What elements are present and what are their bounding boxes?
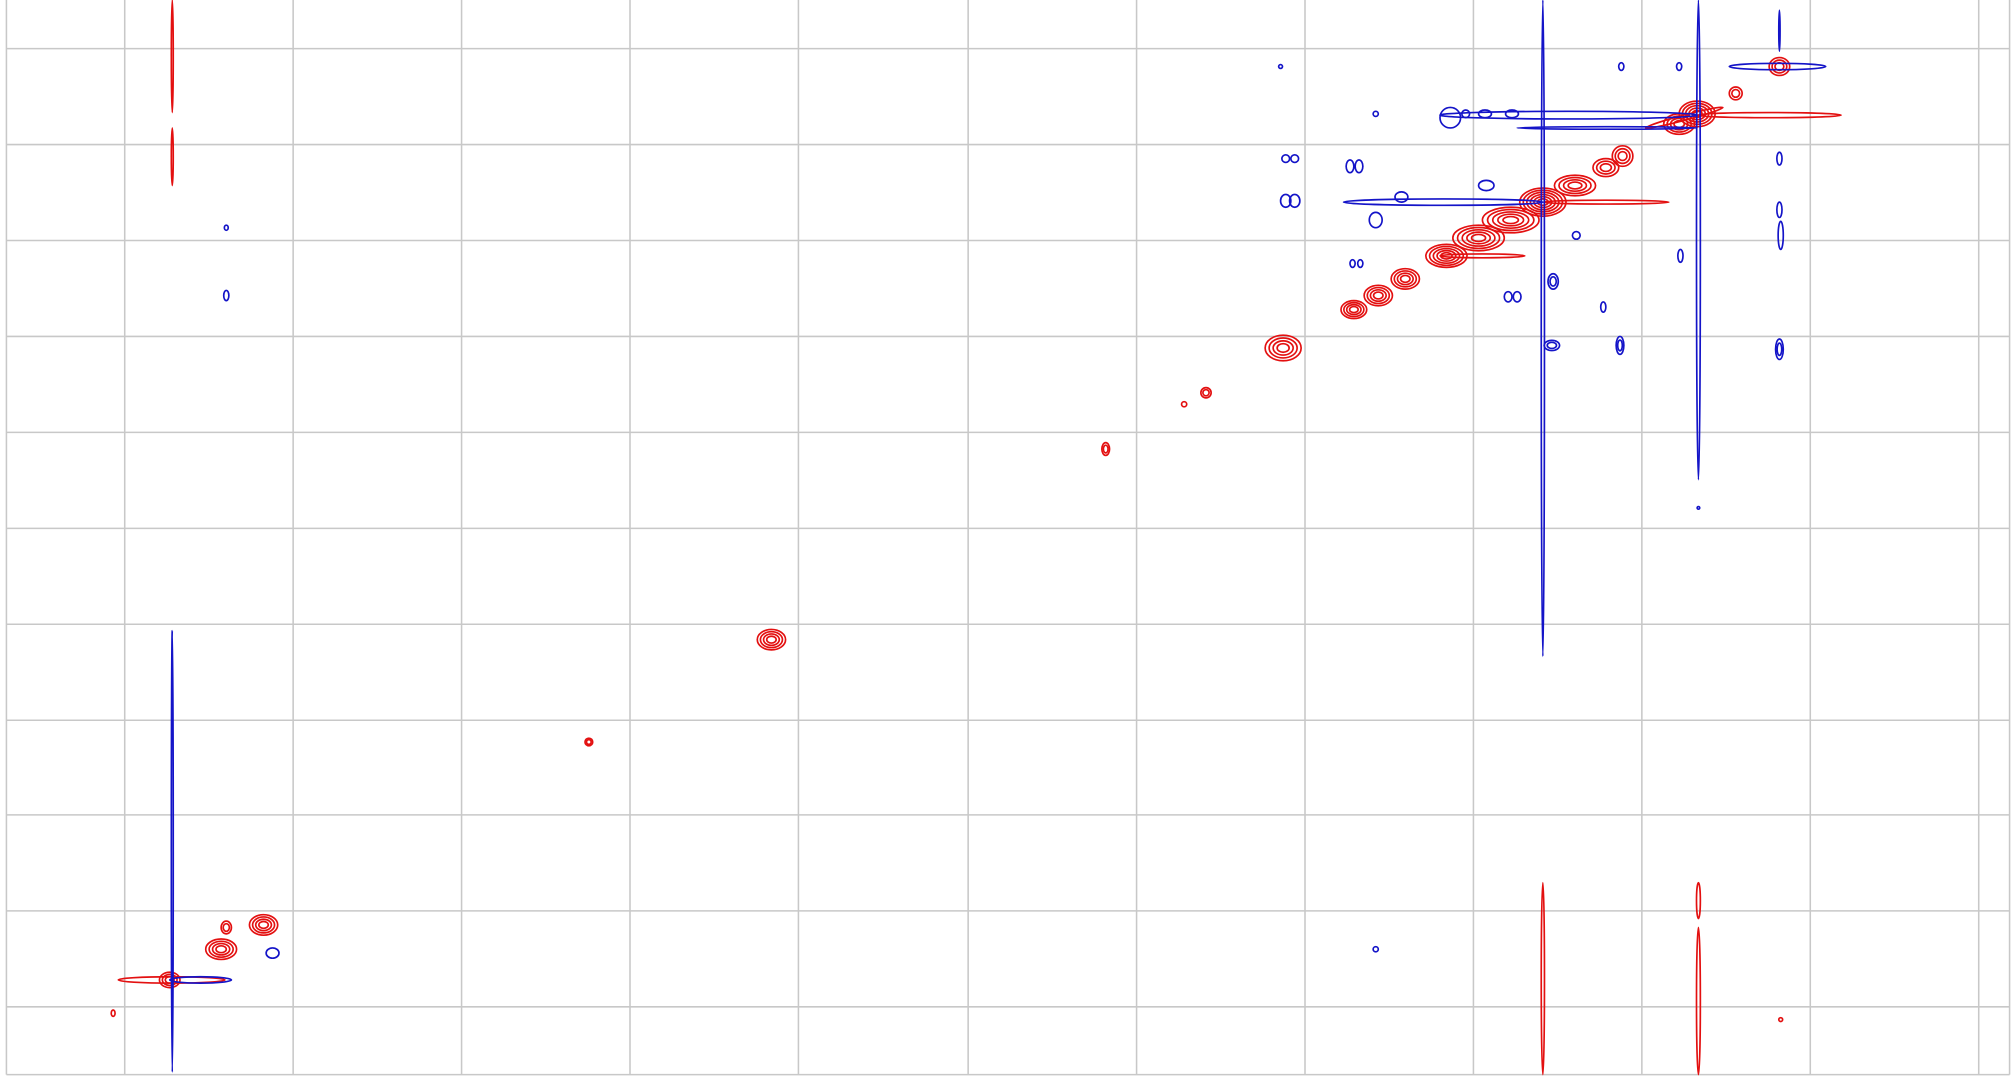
contours (111, 0, 1841, 1075)
contour-ring (1350, 307, 1359, 313)
contour-ring (1279, 65, 1283, 69)
contour-ring (1677, 63, 1682, 71)
contour-ring (1697, 507, 1700, 510)
contour-ring (1369, 212, 1382, 227)
grid (6, 0, 2009, 1075)
contour-ring (1203, 390, 1209, 396)
contour-ring (1779, 1018, 1783, 1022)
contour-ridge (171, 631, 173, 1072)
contour-ring (1619, 63, 1624, 71)
contour-ring (1504, 292, 1512, 302)
contour-ring (224, 225, 228, 230)
contour-ring (1601, 302, 1606, 312)
contour-ring (1291, 155, 1299, 163)
contour-ring (1777, 202, 1782, 217)
contour-ring (1550, 277, 1556, 286)
contour-ring (1395, 192, 1408, 202)
contour-ring (1265, 335, 1301, 361)
contour-ring (1618, 152, 1627, 161)
contour-ring (1600, 164, 1611, 172)
contour-ring (224, 290, 229, 300)
contour-ridge (171, 128, 173, 186)
contour-ring (767, 636, 776, 643)
contour-ring (216, 946, 226, 953)
contour-ring (1547, 342, 1556, 348)
contour-ring (111, 1010, 115, 1016)
contour-ring (1401, 275, 1410, 282)
contour-ring (1277, 344, 1289, 353)
contour-ring (1346, 160, 1354, 173)
contour-ridge (1344, 199, 1543, 205)
contour-ring (1358, 260, 1363, 268)
contour-ring (1618, 340, 1623, 351)
contour-ring (1732, 90, 1740, 98)
contour-ring (1778, 221, 1783, 249)
contour-ring (1103, 445, 1108, 453)
contour-ridge (1729, 63, 1825, 69)
contour-ridge (1779, 10, 1780, 51)
contour-ring (1182, 402, 1187, 407)
contour-ring (1350, 260, 1355, 268)
contour-ring (1513, 292, 1521, 302)
page: {"chart_data": {"type": "contour", "grid… (0, 0, 2016, 1081)
contour-ring (1373, 111, 1378, 116)
contour-ring (1373, 947, 1378, 952)
contour-ring (1777, 152, 1782, 165)
contour-ring (1355, 160, 1363, 173)
contour-plot (0, 0, 2016, 1081)
contour-ridge (1541, 0, 1544, 656)
contour-ring (223, 924, 229, 932)
contour-ring (1572, 232, 1580, 240)
contour-ring (1503, 217, 1518, 224)
contour-ridge (1697, 113, 1841, 118)
contour-ring (259, 922, 268, 929)
contour-ring (1479, 180, 1494, 190)
contour-ring (1568, 182, 1582, 189)
contour-ridge (1697, 883, 1701, 919)
contour-ring (266, 948, 279, 958)
contour-ring (587, 740, 592, 745)
contour-ridge (1697, 927, 1701, 1074)
contour-ring (1678, 249, 1683, 262)
contour-ridge (171, 0, 173, 113)
contour-ring (1374, 292, 1383, 299)
contour-ring (1777, 343, 1782, 355)
contour-ring (1282, 155, 1290, 163)
